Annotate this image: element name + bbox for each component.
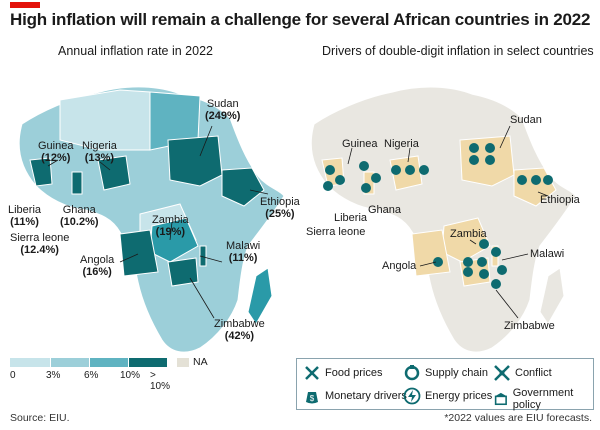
svg-text:$: $ [310, 394, 315, 403]
legend-energy-prices: Energy prices [403, 387, 492, 405]
legend-tick-6: 6% [84, 370, 99, 381]
label-sudan: Sudan (249%) [205, 98, 241, 122]
label-zambia: Zambia (19%) [152, 214, 189, 238]
legend-swatch-over-10 [129, 358, 167, 367]
money-bag-icon: $ [306, 392, 318, 404]
source-note: Source: EIU. [10, 412, 70, 424]
left-map-subtitle: Annual inflation rate in 2022 [58, 44, 213, 58]
right-map-subtitle: Drivers of double-digit inflation in sel… [322, 44, 594, 58]
label-ethiopia: Ethiopia (25%) [260, 196, 300, 220]
right-label-nigeria: Nigeria [384, 138, 419, 150]
label-guinea: Guinea (12%) [38, 140, 74, 164]
right-label-liberia: Liberia [334, 212, 368, 224]
right-label-guinea: Guinea [342, 138, 378, 150]
legend-tick-over-10: > 10% [150, 370, 171, 392]
legend-monetary-drivers: $ Monetary drivers [303, 387, 407, 405]
fork-knife-icon [305, 366, 319, 380]
right-label-zimbabwe: Zimbabwe [504, 320, 555, 332]
legend-na-swatch [177, 358, 189, 367]
label-liberia: Liberia (11%) [8, 204, 42, 228]
right-label-malawi: Malawi [530, 248, 565, 260]
right-label-sudan: Sudan [510, 114, 542, 126]
right-label-ethiopia: Ethiopia [540, 194, 580, 206]
right-label-angola: Angola [382, 260, 417, 272]
label-sierra-leone: Sierra leone (12.4%) [10, 232, 70, 256]
legend-conflict: Conflict [493, 364, 552, 382]
right-africa-map [310, 86, 577, 353]
label-nigeria: Nigeria (13%) [82, 140, 117, 164]
drivers-legend: Food prices Supply chain Conflict $ Mone… [296, 358, 594, 411]
brand-red-bar [10, 2, 40, 8]
legend-na-label: NA [193, 356, 208, 368]
legend-swatch-3-6 [51, 358, 89, 367]
legend-swatch-6-10 [90, 358, 128, 367]
label-zimbabwe: Zimbabwe (42%) [214, 318, 265, 342]
legend-tick-3: 3% [46, 370, 61, 381]
legend-tick-10: 10% [120, 370, 141, 381]
lightning-icon [403, 387, 421, 405]
page-title: High inflation will remain a challenge f… [10, 10, 591, 29]
legend-swatch-0-3 [10, 358, 50, 367]
supply-chain-icon [404, 365, 420, 381]
legend-food-prices: Food prices [303, 364, 382, 382]
right-label-zambia: Zambia [450, 228, 487, 240]
legend-government-policy: Government policy [493, 387, 593, 411]
legend-tick-0: 0 [10, 370, 16, 381]
right-label-sierra-leone: Sierra leone [306, 226, 366, 238]
label-ghana: Ghana (10.2%) [60, 204, 99, 228]
left-africa-map [18, 86, 285, 353]
forecast-footnote: *2022 values are EIU forecasts. [444, 412, 592, 424]
government-policy-icon [494, 392, 507, 406]
label-angola: Angola (16%) [80, 254, 115, 278]
right-label-ghana: Ghana [368, 204, 402, 216]
label-malawi: Malawi (11%) [226, 240, 261, 264]
legend-supply-chain: Supply chain [403, 364, 488, 382]
conflict-icon [494, 365, 510, 381]
